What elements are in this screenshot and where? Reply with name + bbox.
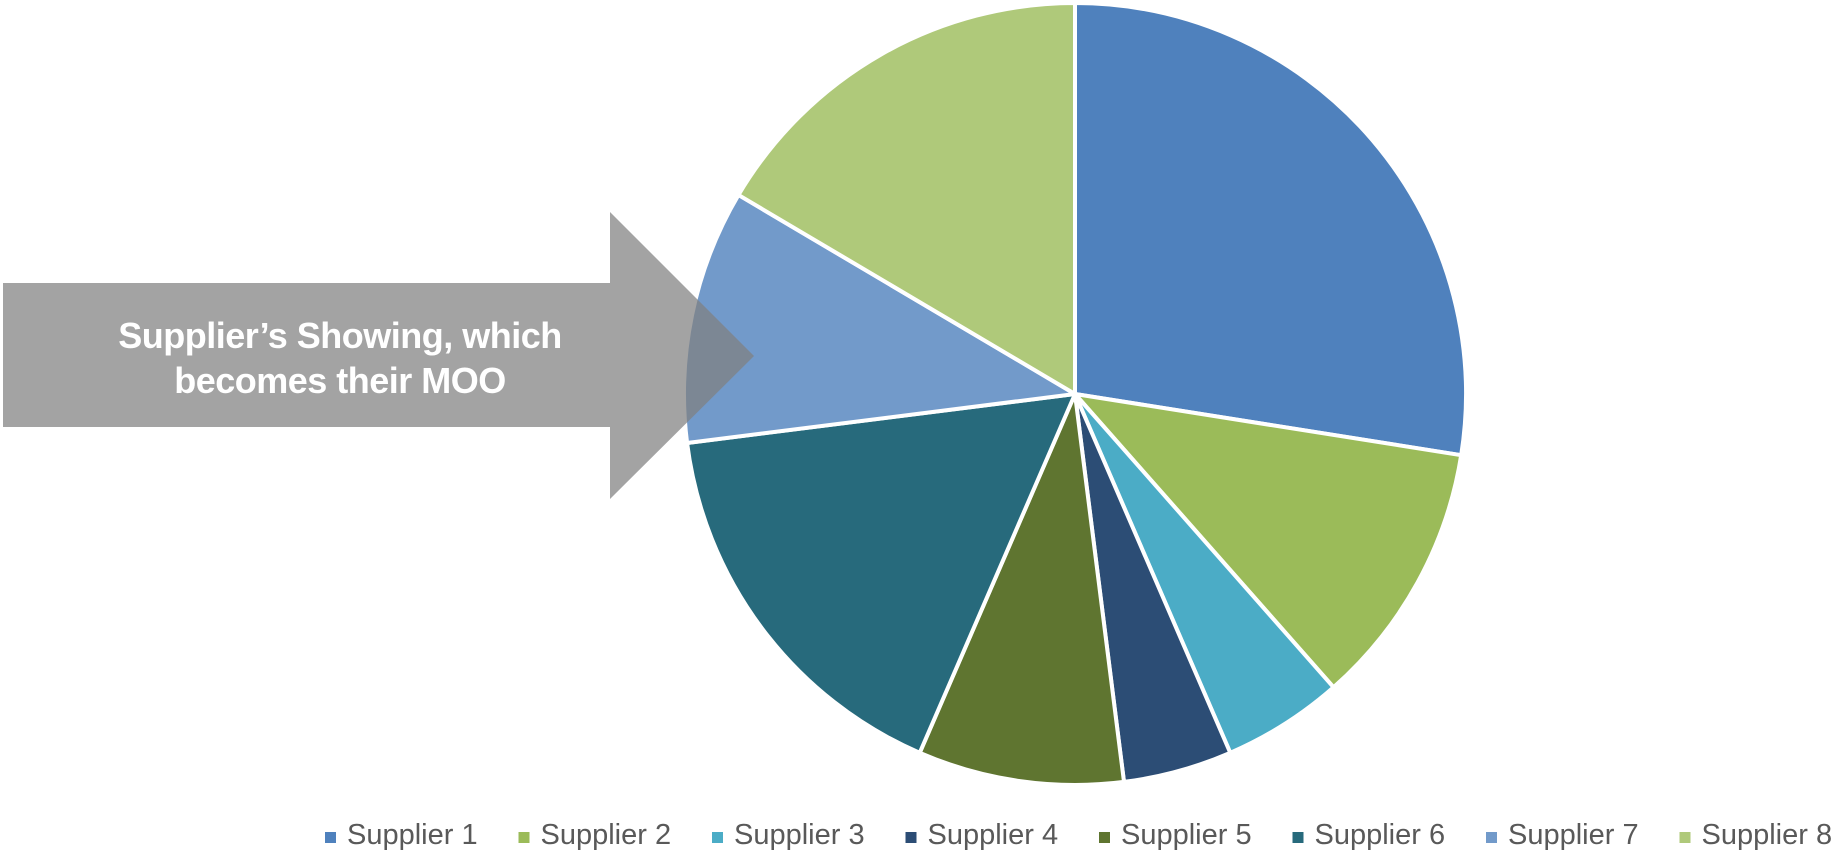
legend-item-3: Supplier 3 [712,819,865,851]
pie-slice-5 [917,392,1127,787]
legend-label-5: Supplier 5 [1121,819,1252,851]
legend-swatch-1 [325,832,336,843]
legend-swatch-4 [905,832,917,843]
legend-label-1: Supplier 1 [347,819,478,851]
legend-swatch-5 [1099,832,1110,843]
legend-item-8: Supplier 8 [1679,819,1833,851]
legend-label-7: Supplier 7 [1508,819,1639,851]
legend-item-5: Supplier 5 [1099,819,1252,851]
legend-swatch-6 [1292,832,1304,843]
legend-label-8: Supplier 8 [1702,819,1833,851]
legend-label-4: Supplier 4 [928,819,1059,851]
pie-slice-1 [1073,1,1468,458]
callout-arrow-shape [3,212,754,499]
legend-swatch-7 [1486,832,1497,843]
callout-arrow: Supplier’s Showing, which becomes their … [3,212,754,499]
legend-swatch-2 [518,832,530,843]
pie-slices [682,1,1468,787]
legend-label-3: Supplier 3 [734,819,865,851]
legend-item-1: Supplier 1 [325,819,478,851]
pie-slice-8 [736,1,1077,396]
legend-swatch-8 [1679,832,1691,843]
callout-text-line-2: becomes their MOO [174,360,506,401]
legend-item-6: Supplier 6 [1292,819,1446,851]
pie-slice-6 [685,392,1077,755]
legend-label-6: Supplier 6 [1315,819,1446,851]
legend-swatch-3 [712,832,723,843]
legend-item-7: Supplier 7 [1486,819,1639,851]
callout-text-line-1: Supplier’s Showing, which [118,315,562,356]
legend-item-2: Supplier 2 [518,819,672,851]
legend-item-4: Supplier 4 [905,819,1059,851]
legend: Supplier 1 Supplier 2 Supplier 3 Supplier 4… [325,819,1832,851]
legend-label-2: Supplier 2 [541,819,672,851]
pie-slice-2 [1073,392,1464,690]
